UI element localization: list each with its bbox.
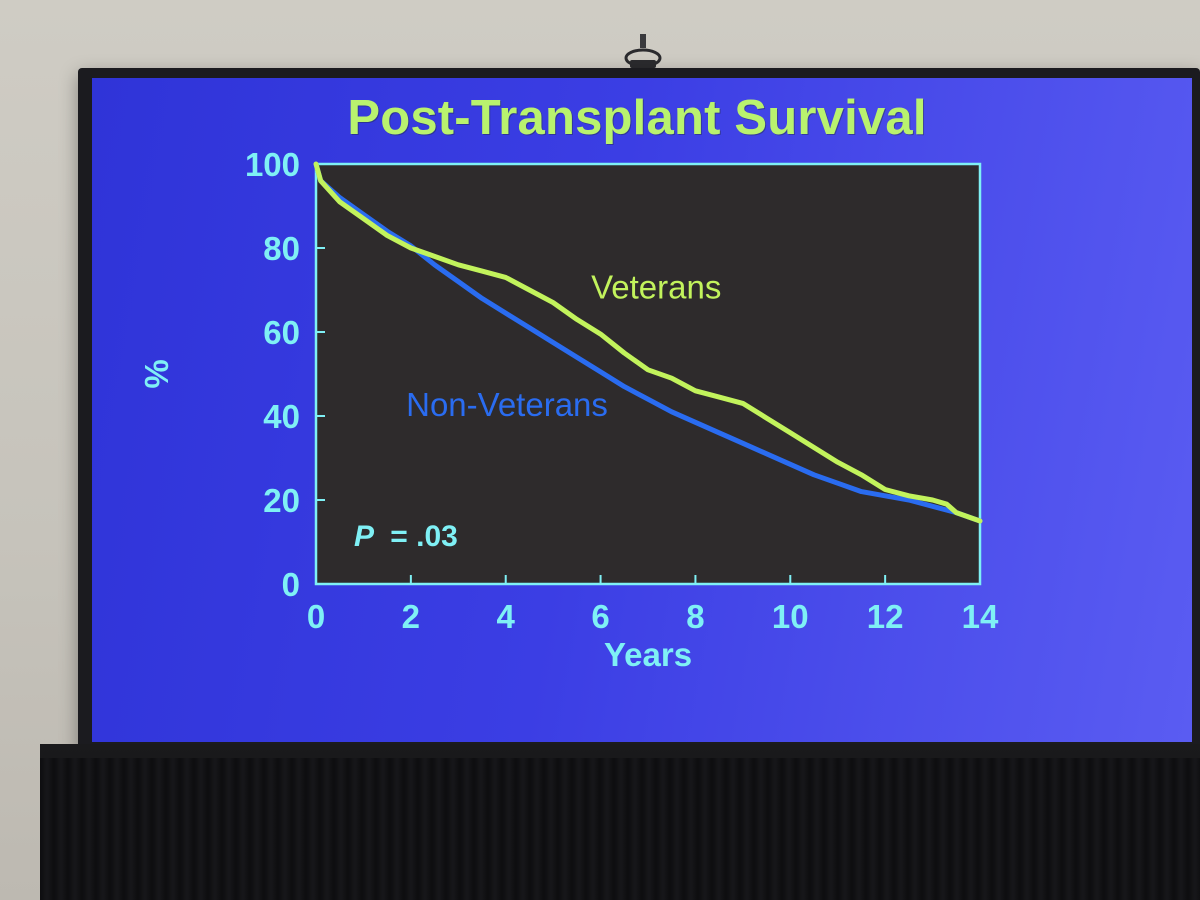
x-axis-ticks: 0 2 4 6 8 10 12 14 (307, 575, 999, 635)
x-tick-label: 8 (686, 598, 704, 635)
x-tick-label: 14 (962, 598, 999, 635)
y-tick-label: 80 (263, 230, 300, 267)
series-layer (313, 161, 983, 524)
series-label-non-veterans: Non-Veterans (406, 386, 608, 423)
p-value-symbol: P (354, 520, 375, 553)
stage-platform (40, 744, 1200, 900)
x-tick-label: 2 (402, 598, 420, 635)
chart-title: Post-Transplant Survival (347, 91, 927, 145)
x-tick-label: 0 (307, 598, 325, 635)
x-tick-label: 4 (497, 598, 516, 635)
y-tick-label: 60 (263, 314, 300, 351)
series-label-veterans: Veterans (591, 268, 721, 305)
plot-area (314, 162, 982, 586)
p-value-text: = .03 (390, 520, 458, 553)
y-tick-label: 100 (245, 146, 300, 183)
stage-skirt (40, 758, 1200, 900)
x-tick-label: 12 (867, 598, 904, 635)
survival-chart: 0 20 40 60 80 100 0 2 4 6 8 10 12 14 % Years Veteran… (138, 146, 999, 673)
y-tick-label: 20 (263, 482, 300, 519)
y-axis-ticks: 0 20 40 60 80 100 (245, 146, 325, 603)
x-tick-label: 6 (591, 598, 609, 635)
series-line-veterans (313, 161, 983, 524)
y-tick-label: 0 (282, 566, 300, 603)
presentation-slide: Post-Transplant Survival 0 20 40 60 80 100 0 2… (92, 78, 1192, 742)
p-value-annotation: P = .03 (354, 520, 458, 553)
projector-screen-mount (624, 34, 662, 68)
x-axis-title: Years (604, 636, 692, 673)
x-tick-label: 10 (772, 598, 809, 635)
y-axis-title: % (138, 359, 175, 388)
y-tick-label: 40 (263, 398, 300, 435)
